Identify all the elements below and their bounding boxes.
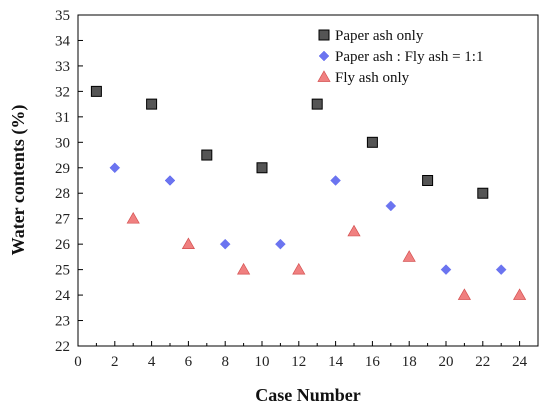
data-point-triangle — [236, 262, 251, 275]
data-point-diamond — [330, 175, 341, 186]
x-tick-label: 2 — [111, 354, 119, 370]
x-tick-label: 10 — [255, 354, 270, 370]
y-tick-label: 27 — [55, 212, 71, 228]
data-point-square — [477, 187, 489, 199]
data-point-triangle — [402, 250, 416, 262]
legend-label: Paper ash : Fly ash = 1:1 — [335, 49, 483, 65]
y-axis-title: Water contents (%) — [8, 105, 29, 256]
y-tick-label: 28 — [55, 186, 70, 202]
legend-marker-triangle — [317, 70, 331, 82]
legend-marker-square — [318, 29, 330, 41]
x-tick-label: 14 — [328, 354, 344, 370]
data-point-square — [146, 98, 158, 110]
legend-marker-diamond — [318, 50, 330, 62]
data-point-triangle — [457, 288, 472, 300]
x-tick-label: 18 — [402, 354, 417, 370]
data-point-triangle — [126, 211, 140, 224]
data-point-diamond — [495, 264, 507, 275]
data-point-diamond — [440, 264, 452, 275]
y-tick-label: 34 — [55, 33, 71, 49]
legend-label: Paper ash only — [335, 28, 424, 44]
data-point-triangle — [512, 288, 527, 300]
legend-label: Fly ash only — [335, 70, 410, 86]
legend: Paper ash only Paper ash : Fly ash = 1:1 F… — [317, 28, 483, 86]
x-axis: 0 2 4 6 8 10 12 14 16 18 20 22 24 — [74, 341, 528, 370]
x-tick-label: 6 — [185, 354, 193, 370]
y-tick-label: 22 — [55, 339, 70, 355]
x-tick-label: 20 — [439, 354, 454, 370]
y-tick-label: 31 — [55, 110, 70, 126]
data-point-diamond — [219, 238, 231, 250]
data-point-square — [256, 162, 268, 174]
x-tick-label: 0 — [74, 354, 82, 370]
data-point-square — [366, 136, 378, 148]
x-tick-label: 24 — [512, 354, 528, 370]
x-axis-title: Case Number — [255, 385, 361, 405]
data-point-square — [311, 98, 323, 110]
data-point-square — [201, 149, 213, 161]
data-point-square — [422, 175, 434, 186]
y-tick-label: 26 — [55, 237, 71, 253]
y-tick-label: 33 — [55, 59, 70, 75]
data-point-triangle — [292, 262, 306, 275]
x-tick-label: 16 — [365, 354, 381, 370]
data-point-square — [90, 85, 102, 97]
y-tick-label: 29 — [55, 161, 70, 177]
y-tick-label: 30 — [55, 135, 70, 151]
y-tick-label: 32 — [55, 84, 70, 100]
x-tick-label: 12 — [291, 354, 306, 370]
data-point-diamond — [109, 162, 121, 174]
x-tick-label: 22 — [475, 354, 490, 370]
data-points — [90, 85, 527, 300]
data-point-triangle — [347, 224, 361, 237]
y-tick-label: 24 — [55, 288, 71, 304]
y-tick-label: 35 — [55, 8, 70, 24]
data-point-diamond — [164, 175, 176, 186]
data-point-triangle — [181, 237, 196, 250]
plot-area — [77, 14, 539, 347]
data-point-diamond — [385, 200, 397, 212]
data-point-diamond — [275, 238, 286, 250]
x-tick-label: 4 — [148, 354, 156, 370]
y-tick-label: 23 — [55, 314, 70, 330]
y-tick-label: 25 — [55, 263, 70, 279]
y-axis: 22 23 24 25 26 27 28 29 30 31 32 33 34 35 — [55, 8, 83, 355]
x-tick-label: 8 — [221, 354, 229, 370]
